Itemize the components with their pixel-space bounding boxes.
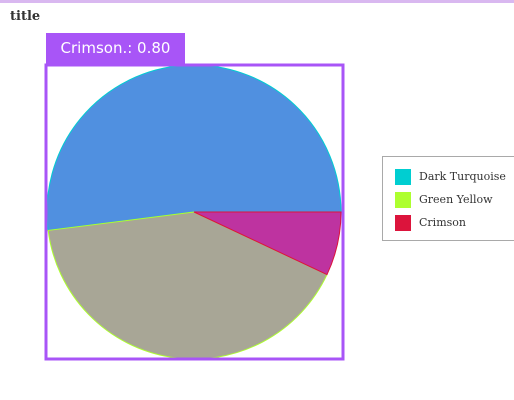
legend-swatch: [395, 169, 411, 185]
highlight-label: Crimson.: 0.80: [46, 33, 185, 64]
pie-slice-dark-turquoise: [46, 64, 342, 231]
legend-label: Dark Turquoise: [419, 170, 506, 183]
pie-slice-green-yellow: [47, 211, 328, 360]
chart-title: title: [10, 9, 41, 24]
pie-slice-crimson: [193, 211, 342, 276]
pie-slices: [46, 64, 342, 360]
top-rule: [0, 0, 514, 3]
legend: Dark Turquoise Green Yellow Crimson: [382, 156, 514, 241]
legend-swatch: [395, 215, 411, 231]
legend-label: Crimson: [419, 216, 466, 229]
highlight-box: [44, 63, 345, 361]
legend-swatch: [395, 192, 411, 208]
legend-label: Green Yellow: [419, 193, 493, 206]
